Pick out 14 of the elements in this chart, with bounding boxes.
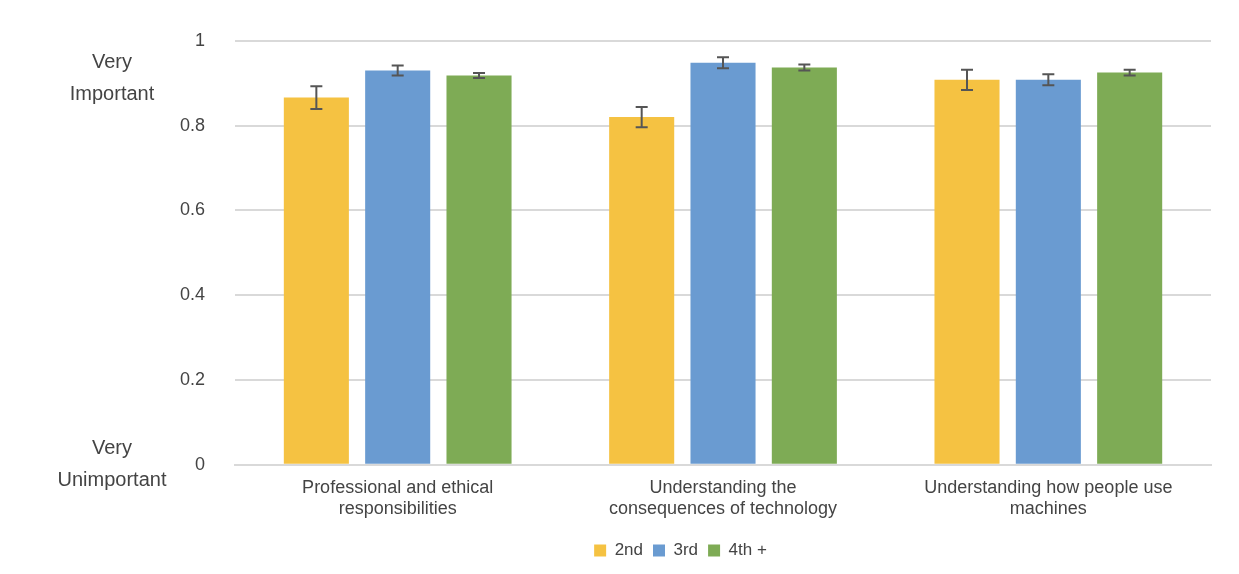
y-tick-label: 0.8 [179, 114, 206, 135]
x-tick-label: Understanding how people use machines [924, 476, 1173, 519]
y-tick-label: 0 [195, 453, 206, 474]
y-tick-label: 0.4 [179, 284, 206, 305]
text: Very Unimportant [57, 436, 167, 491]
x-tick-label: Understanding the consequences of technology [608, 476, 838, 519]
y-tick-label: 1 [195, 29, 206, 50]
text: Very Important [69, 50, 155, 105]
y-tick-label: 0.2 [179, 368, 206, 389]
y-tick-label: 0.6 [179, 199, 206, 220]
x-tick-label: Professional and ethical responsibilities [302, 476, 494, 519]
legend-label: 3rd [673, 540, 699, 560]
legend-label: 2nd [614, 540, 644, 560]
legend-label: 4th + [728, 540, 767, 560]
